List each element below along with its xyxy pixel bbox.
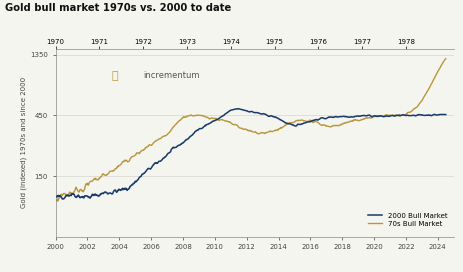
2000 Bull Market	[53, 195, 58, 199]
70s Bull Market	[405, 111, 411, 114]
70s Bull Market	[163, 134, 169, 137]
Text: incrementum: incrementum	[143, 70, 200, 79]
2000 Bull Market	[61, 197, 66, 201]
Line: 70s Bull Market: 70s Bull Market	[56, 59, 446, 201]
70s Bull Market	[55, 199, 61, 203]
70s Bull Market	[310, 120, 315, 123]
2000 Bull Market	[177, 143, 182, 147]
2000 Bull Market	[406, 114, 411, 117]
Line: 2000 Bull Market: 2000 Bull Market	[56, 109, 446, 199]
2000 Bull Market	[443, 113, 449, 116]
Text: Gold bull market 1970s vs. 2000 to date: Gold bull market 1970s vs. 2000 to date	[5, 3, 231, 13]
2000 Bull Market	[310, 119, 316, 122]
70s Bull Market	[53, 198, 58, 201]
Text: 🌳: 🌳	[112, 72, 119, 82]
70s Bull Market	[149, 144, 154, 147]
2000 Bull Market	[149, 166, 154, 169]
2000 Bull Market	[357, 115, 363, 118]
70s Bull Market	[357, 119, 363, 122]
70s Bull Market	[177, 119, 182, 122]
70s Bull Market	[443, 57, 449, 60]
Y-axis label: Gold (indexed) 1970s and since 2000: Gold (indexed) 1970s and since 2000	[21, 77, 27, 208]
2000 Bull Market	[163, 154, 169, 158]
2000 Bull Market	[236, 107, 241, 110]
Legend: 2000 Bull Market, 70s Bull Market: 2000 Bull Market, 70s Bull Market	[366, 210, 450, 229]
